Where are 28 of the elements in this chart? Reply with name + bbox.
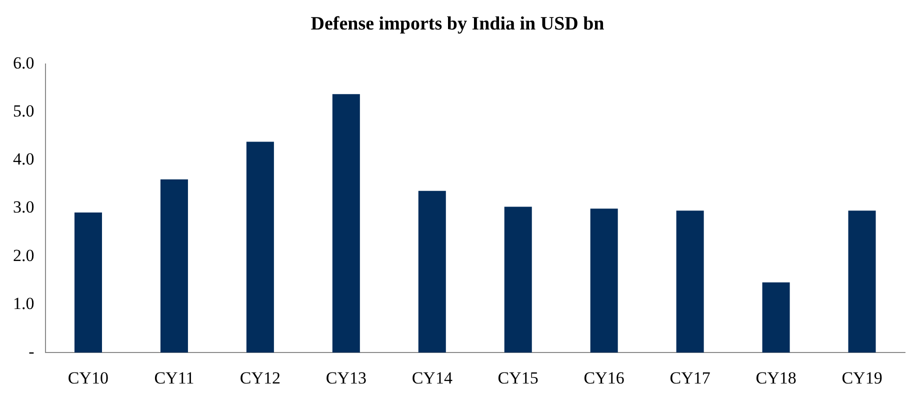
- bar: [590, 208, 618, 353]
- x-tick-label: CY17: [670, 368, 711, 388]
- x-tick-label: CY14: [412, 368, 453, 388]
- x-tick-label: CY12: [240, 368, 280, 388]
- x-tick-label: CY11: [154, 368, 194, 388]
- y-tick-label: 2.0: [13, 246, 34, 265]
- y-tick-label: 4.0: [13, 150, 34, 169]
- bar: [332, 94, 360, 353]
- x-tick-label: CY19: [842, 368, 882, 388]
- bar: [762, 282, 790, 353]
- chart-title: Defense imports by India in USD bn: [310, 13, 605, 34]
- bar: [848, 210, 876, 353]
- y-tick-label: -: [28, 342, 35, 362]
- bar: [676, 210, 704, 353]
- y-tick-label: 3.0: [13, 198, 34, 217]
- bar: [74, 212, 102, 353]
- y-tick-label: 6.0: [13, 53, 34, 72]
- x-tick-label: CY15: [498, 368, 538, 388]
- x-tick-label: CY16: [584, 368, 624, 388]
- x-tick-label: CY13: [326, 368, 366, 388]
- bar: [418, 190, 446, 353]
- bar: [246, 142, 274, 353]
- y-tick-label: 5.0: [13, 101, 34, 120]
- bar: [504, 206, 532, 353]
- bar: [160, 179, 188, 353]
- x-tick-label: CY18: [756, 368, 796, 388]
- y-tick-label: 1.0: [13, 294, 34, 313]
- x-tick-label: CY10: [68, 368, 109, 388]
